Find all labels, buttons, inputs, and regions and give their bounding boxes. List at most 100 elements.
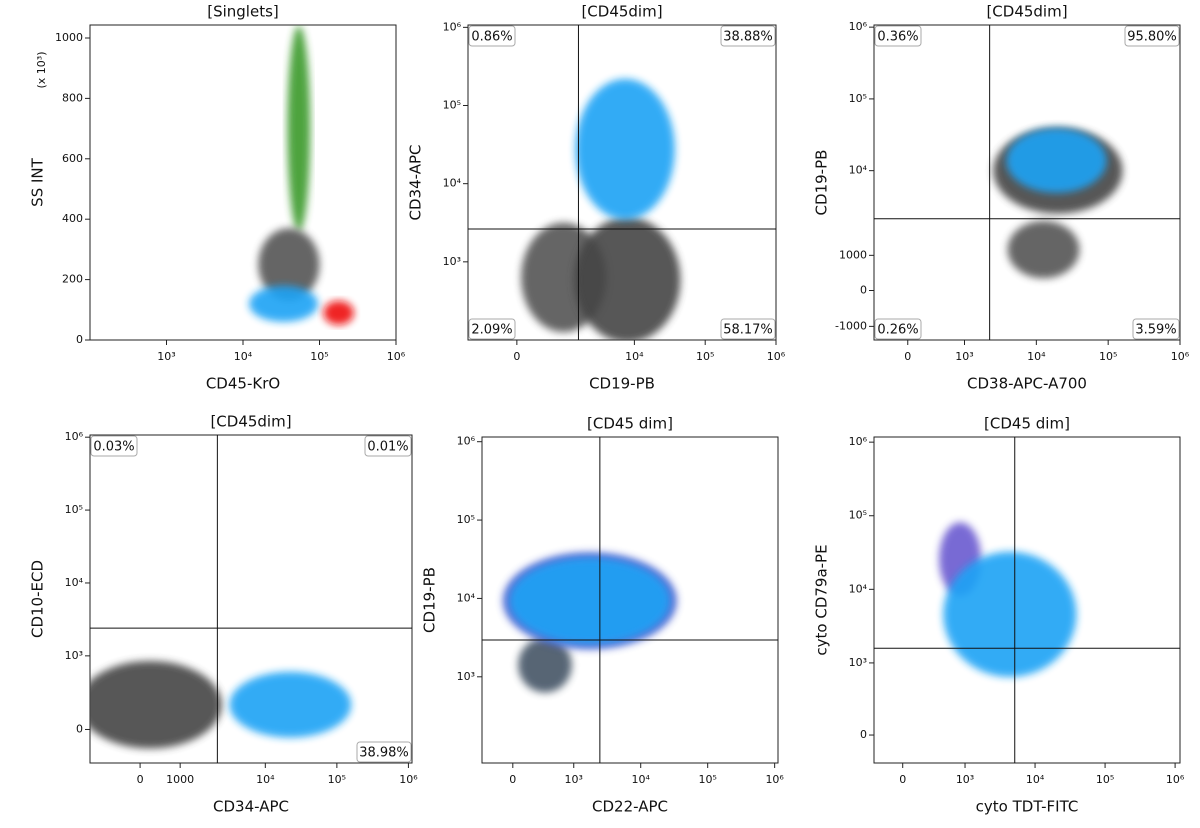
y-tick-label: 10³ xyxy=(65,649,83,662)
quadrant-box xyxy=(356,741,412,763)
panel: 10³ 10⁴ 10⁵ 10⁶ 0 200 400 600 800 1000 [Singlets] C… xyxy=(29,3,406,393)
y-tick-label: 0 xyxy=(76,333,83,346)
x-tick-label: 10³ xyxy=(157,350,175,363)
x-tick-label: 0 xyxy=(899,773,906,786)
cell-population xyxy=(258,228,320,301)
quadrant-label: 0.26% xyxy=(877,323,918,338)
y-tick-label: -1000 xyxy=(835,319,867,332)
x-tick-label: 0 xyxy=(137,773,144,786)
panel-title: [CD45dim] xyxy=(581,3,662,21)
panel-title: [CD45dim] xyxy=(986,3,1067,21)
x-axis-label: CD45-KrO xyxy=(206,375,280,393)
x-tick-label: 10⁴ xyxy=(1027,350,1046,363)
y-axis-label: CD19-PB xyxy=(813,150,831,216)
x-tick-label: 10⁶ xyxy=(1166,773,1185,786)
y-tick-label: 10³ xyxy=(457,670,475,683)
y-tick-label: 10⁶ xyxy=(443,20,462,33)
x-tick-label: 10⁴ xyxy=(625,350,644,363)
y-axis-label: CD10-ECD xyxy=(29,560,47,638)
populations xyxy=(502,552,677,693)
quadrant-box xyxy=(874,318,922,340)
x-tick-label: 10⁵ xyxy=(698,773,716,786)
y-tick-label: 10³ xyxy=(849,656,867,669)
y-axis-label: CD34-APC xyxy=(407,145,425,221)
plot-area xyxy=(89,24,397,341)
y-tick-label: 10⁵ xyxy=(65,503,83,516)
quadrant-box xyxy=(468,318,516,340)
x-axis-label: CD19-PB xyxy=(589,375,655,393)
y-tick-label: 0 xyxy=(76,722,83,735)
y-tick-label: 200 xyxy=(62,273,83,286)
quadrant-box xyxy=(468,25,516,47)
y-axis-label: SS INT xyxy=(29,157,47,206)
panel: 0 10³ 10⁴ 10⁵ 10⁶ 10³ 10⁴ 10⁵ 10⁶ [CD45 dim] CD22-… xyxy=(421,415,785,816)
cell-population xyxy=(943,551,1077,677)
y-tick-label: 10⁴ xyxy=(849,164,868,177)
y-axis-label: cyto CD79a-PE xyxy=(813,544,831,655)
quadrant-label: 58.17% xyxy=(723,323,773,338)
y-tick-label: 10⁵ xyxy=(443,99,461,112)
x-tick-label: 10⁵ xyxy=(1099,350,1117,363)
x-tick-label: 10⁴ xyxy=(256,773,275,786)
x-tick-label: 10⁵ xyxy=(696,350,714,363)
x-axis-label: CD34-APC xyxy=(213,798,289,816)
y-tick-label: 10³ xyxy=(443,255,461,268)
populations xyxy=(521,78,681,340)
y-axis-label: CD19-PB xyxy=(421,567,439,633)
y-tick-label: 1000 xyxy=(839,248,867,261)
populations xyxy=(993,127,1123,279)
x-tick-label: 10³ xyxy=(956,773,974,786)
y-tick-label: 10⁴ xyxy=(443,177,462,190)
x-tick-label: 10³ xyxy=(565,773,583,786)
quadrant-box xyxy=(90,435,138,457)
x-tick-label: 10⁵ xyxy=(328,773,346,786)
y-tick-label: 0 xyxy=(860,728,867,741)
x-tick-label: 10⁵ xyxy=(1096,773,1114,786)
y-tick-label: 10⁶ xyxy=(849,435,868,448)
cell-population xyxy=(229,671,352,738)
x-tick-label: 10³ xyxy=(955,350,973,363)
y-tick-label: 10⁶ xyxy=(849,20,868,33)
quadrant-label: 95.80% xyxy=(1127,30,1177,45)
x-tick-label: 10⁶ xyxy=(387,350,406,363)
panel-title: [CD45 dim] xyxy=(984,415,1070,433)
panel: 0 10⁴ 10⁵ 10⁶ 10³ 10⁴ 10⁵ 10⁶ 0.86% 38.88% 2.09% 58… xyxy=(407,3,786,393)
panel-title: [CD45 dim] xyxy=(587,415,673,433)
y-tick-label: 1000 xyxy=(55,31,83,44)
quadrant-label: 0.36% xyxy=(877,30,918,45)
y-tick-label: 10⁶ xyxy=(65,430,84,443)
quadrant-box xyxy=(1124,25,1180,47)
populations xyxy=(939,522,1077,677)
quadrant-label: 3.59% xyxy=(1135,323,1176,338)
y-tick-label: 10⁶ xyxy=(457,435,476,448)
quadrant-label: 38.88% xyxy=(723,30,773,45)
cell-population xyxy=(518,637,572,693)
quadrant-label: 0.86% xyxy=(471,30,512,45)
quadrant-label: 38.98% xyxy=(359,746,409,761)
populations xyxy=(249,25,354,325)
cell-population xyxy=(90,660,222,749)
axis-annotation: (x 10³) xyxy=(35,52,48,89)
panel: 0 1000 10⁴ 10⁵ 10⁶ 0 10³ 10⁴ 10⁵ 10⁶ 0.03% 0.01% 38.… xyxy=(29,413,419,816)
quadrant-box xyxy=(720,25,776,47)
x-tick-label: 10⁴ xyxy=(632,773,651,786)
cell-population xyxy=(509,557,671,644)
quadrant-box xyxy=(720,318,776,340)
cell-population xyxy=(575,78,675,220)
quadrant-label: 0.01% xyxy=(367,440,408,455)
y-tick-label: 10⁵ xyxy=(849,509,867,522)
x-tick-label: 10⁴ xyxy=(234,350,253,363)
x-tick-label: 0 xyxy=(513,350,520,363)
quadrant-box xyxy=(1132,318,1180,340)
quadrant-box xyxy=(364,435,412,457)
x-axis-label: cyto TDT-FITC xyxy=(976,798,1079,816)
y-tick-label: 10⁴ xyxy=(457,591,476,604)
cell-population xyxy=(1007,220,1080,279)
y-tick-label: 400 xyxy=(62,212,83,225)
y-tick-label: 10⁵ xyxy=(849,92,867,105)
panel: 0 10³ 10⁴ 10⁵ 10⁶ 0 10³ 10⁴ 10⁵ 10⁶ [CD45 dim] cyto… xyxy=(813,415,1185,816)
y-tick-label: 10⁵ xyxy=(457,513,475,526)
x-tick-label: 1000 xyxy=(166,773,194,786)
panel-title: [Singlets] xyxy=(207,3,279,21)
